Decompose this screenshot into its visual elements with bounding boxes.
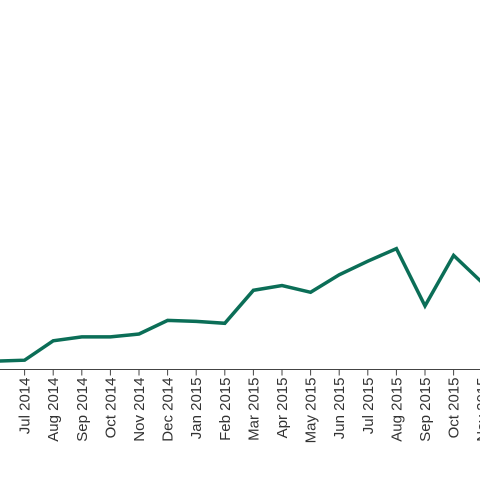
x-tick-label: Oct 2015 (446, 378, 463, 439)
x-tick-label: Sep 2015 (417, 378, 434, 442)
x-tick-label: Jul 2014 (17, 378, 34, 435)
x-tick-label: Dec 2014 (160, 378, 177, 442)
x-tick-label: Feb 2015 (217, 378, 234, 441)
x-tick-label: May 2015 (303, 378, 320, 444)
x-tick-label: Nov 2015 (474, 378, 480, 442)
x-tick-label: Nov 2014 (131, 378, 148, 442)
x-tick-label: Jan 2015 (188, 378, 205, 440)
plot-area (0, 246, 480, 363)
x-tick-label: Sep 2014 (74, 378, 91, 442)
x-tick-labels: Jul 2014 Aug 2014 Sep 2014 Oct 2014 Nov 2014… (17, 378, 480, 444)
x-axis (0, 369, 480, 376)
x-tick-label: Aug 2014 (45, 378, 62, 442)
series-line (0, 246, 480, 363)
x-tick-label: Mar 2015 (245, 378, 262, 441)
x-tick-label: Jul 2015 (360, 378, 377, 435)
x-tick-label: Aug 2015 (388, 378, 405, 442)
x-tick-label: Oct 2014 (102, 378, 119, 439)
x-tick-label: Apr 2015 (274, 378, 291, 439)
x-tick-label: Jun 2015 (331, 378, 348, 440)
